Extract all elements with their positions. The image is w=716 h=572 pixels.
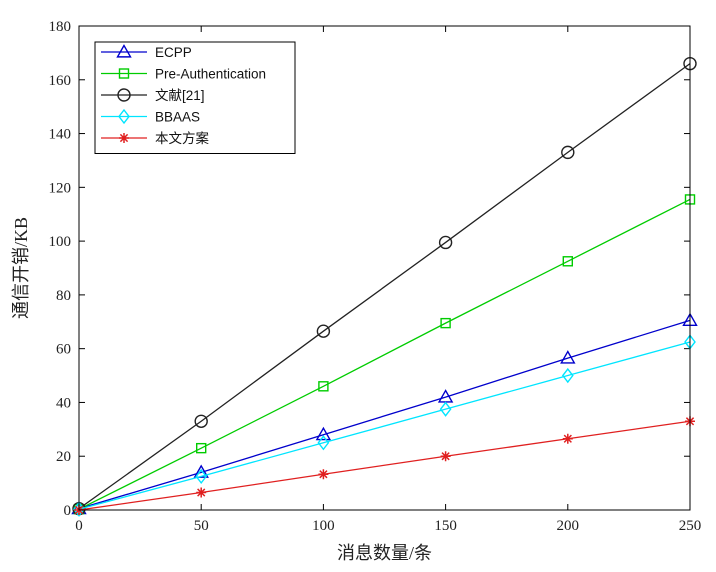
legend-label: BBAAS	[155, 110, 200, 125]
series-3	[73, 334, 696, 517]
series-line	[78, 420, 691, 511]
data-point	[194, 414, 208, 428]
legend-label: ECPP	[155, 45, 192, 60]
series-0	[71, 312, 698, 515]
x-axis-title: 消息数量/条	[337, 543, 432, 563]
series-line	[78, 319, 691, 510]
series-line	[78, 63, 691, 510]
data-point	[317, 435, 330, 451]
data-point	[438, 235, 453, 250]
legend-marker	[118, 108, 130, 125]
legend: ECPP Pre-Authentication 文献[21] BBAAS 本文方案	[94, 41, 296, 154]
data-point	[318, 381, 329, 392]
data-point	[318, 469, 329, 480]
data-point	[195, 442, 207, 454]
series-layer	[71, 56, 698, 517]
y-tick-label: 160	[49, 73, 72, 89]
y-tick-label: 20	[56, 449, 71, 465]
legend-marker	[116, 44, 132, 58]
data-point	[440, 317, 451, 329]
x-tick-label: 150	[434, 518, 457, 534]
y-tick-label: 140	[49, 127, 72, 143]
series-line	[78, 198, 691, 510]
data-point	[439, 401, 452, 417]
legend-label: Pre-Authentication	[155, 67, 266, 82]
y-tick-label: 40	[56, 395, 71, 411]
data-point	[315, 426, 332, 441]
data-point	[193, 464, 209, 478]
legend-marker	[117, 88, 131, 102]
legend-item: Pre-Authentication	[101, 67, 266, 82]
y-tick-label: 0	[64, 503, 72, 519]
legend-item: 文献[21]	[101, 88, 205, 103]
y-tick-label: 60	[56, 342, 71, 358]
x-tick-label: 200	[557, 518, 580, 534]
data-point	[440, 451, 451, 462]
data-point	[196, 487, 207, 498]
legend-marker	[118, 68, 130, 79]
legend-item: BBAAS	[101, 108, 200, 125]
data-point	[562, 256, 573, 267]
x-tick-label: 50	[194, 518, 209, 534]
plot-frame	[78, 25, 691, 511]
data-point	[195, 468, 208, 485]
y-tick-label: 120	[49, 180, 72, 196]
data-point	[316, 324, 331, 338]
legend-label: 文献[21]	[155, 88, 205, 103]
legend-label: 本文方案	[155, 130, 209, 146]
data-point	[561, 367, 574, 384]
y-tick-label: 180	[49, 19, 72, 35]
y-axis-title: 通信开销/KB	[11, 217, 31, 319]
ticks-layer: 0 50 100 150 200 250 0 20 40 60 80 100 120 140 160 180	[49, 19, 702, 534]
data-point	[560, 350, 576, 364]
y-tick-label: 100	[49, 234, 72, 250]
x-tick-label: 0	[75, 518, 83, 534]
x-tick-label: 100	[312, 518, 335, 534]
series-2	[72, 56, 697, 516]
series-line	[78, 341, 691, 510]
x-tick-label: 250	[679, 518, 702, 534]
legend-item: ECPP	[101, 44, 192, 60]
data-point	[561, 145, 575, 160]
y-tick-label: 80	[56, 288, 71, 304]
legend-box	[94, 41, 296, 154]
data-point	[562, 433, 573, 444]
legend-item: 本文方案	[101, 130, 209, 146]
legend-marker	[119, 133, 129, 143]
